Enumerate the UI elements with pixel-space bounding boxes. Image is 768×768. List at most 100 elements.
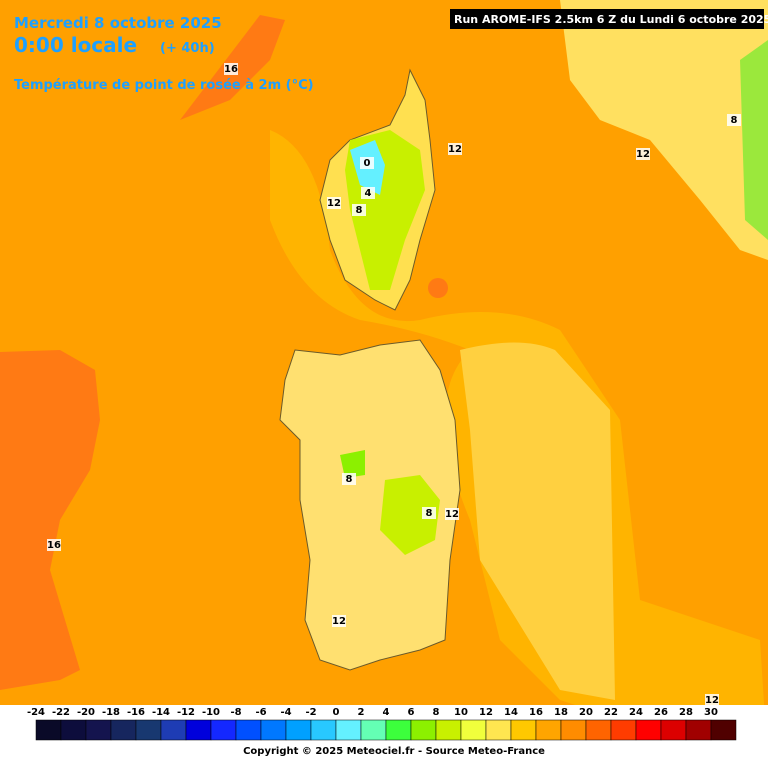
- colorbar-tick-label: 2: [358, 707, 365, 718]
- colorbar-cell: [510, 719, 537, 741]
- warm-zone: [0, 350, 100, 690]
- colorbar-cell: [410, 719, 437, 741]
- contour-label-bg: [332, 615, 346, 627]
- contour-label: 8: [356, 205, 363, 216]
- colorbar-cell: [60, 719, 87, 741]
- colorbar-tick-label: 8: [433, 707, 440, 718]
- colorbar-cell: [35, 719, 62, 741]
- colorbar-tick-label: -8: [230, 707, 241, 718]
- contour-label: 12: [448, 144, 462, 155]
- colorbar-tick-label: -20: [77, 707, 95, 718]
- copyright: Copyright © 2025 Meteociel.fr - Source M…: [243, 746, 545, 757]
- colorbar-cell: [85, 719, 112, 741]
- contour-label: 8: [346, 474, 353, 485]
- colorbar-cell: [460, 719, 487, 741]
- sardinia-green: [340, 450, 365, 478]
- colorbar-tick-label: -24: [27, 707, 45, 718]
- colorbar-cell: [260, 719, 287, 741]
- contour-label: 0: [364, 158, 371, 169]
- colorbar-tick-label: -22: [52, 707, 70, 718]
- colorbar-tick-label: -2: [305, 707, 316, 718]
- contour-label-bg: [636, 148, 650, 160]
- contour-label-bg: [445, 508, 459, 520]
- contour-label-bg: [352, 204, 366, 216]
- date: Mercredi 8 octobre 2025: [14, 14, 222, 32]
- contour-label: 4: [365, 188, 372, 199]
- colorbar-tick-label: 26: [654, 707, 668, 718]
- colorbar-cell: [135, 719, 162, 741]
- colorbar-tick-label: 4: [383, 707, 390, 718]
- contour-label-bg: [705, 694, 719, 706]
- parameter: Température de point de rosée à 2m (°C): [14, 78, 314, 93]
- contour-label: 12: [327, 198, 341, 209]
- contour-labels: 16 12 12 8 0 4 12 8 8 8 12 16 12 12: [47, 63, 741, 706]
- colorbar-cell: [560, 719, 587, 741]
- colorbar-tick-label: -16: [127, 707, 145, 718]
- light-sea: [460, 342, 615, 700]
- contour-label-bg: [360, 157, 374, 169]
- colorbar-tick-label: 12: [479, 707, 493, 718]
- contour-label-bg: [327, 197, 341, 209]
- colorbar-cell: [385, 719, 412, 741]
- colorbar-cell: [285, 719, 312, 741]
- colorbar-tick-label: 28: [679, 707, 693, 718]
- colorbar-cell: [485, 719, 512, 741]
- colorbar-cell: [210, 719, 237, 741]
- contour-label-bg: [422, 507, 436, 519]
- colorbar-cell: [635, 719, 662, 741]
- colorbar-cell: [235, 719, 262, 741]
- colorbar-cell: [660, 719, 687, 741]
- contour-label-bg: [342, 473, 356, 485]
- colorbar-cell: [435, 719, 462, 741]
- colorbar-tick-label: 14: [504, 707, 518, 718]
- colorbar-tick-label: 18: [554, 707, 568, 718]
- contour-label: 12: [445, 509, 459, 520]
- contour-label-bg: [47, 539, 61, 551]
- colorbar-tick-label: -4: [280, 707, 291, 718]
- colorbar-tick-label: 16: [529, 707, 543, 718]
- warm-spot: [428, 278, 448, 298]
- colorbar-cell: [710, 719, 737, 741]
- contour-label: 12: [332, 616, 346, 627]
- colorbar: -24 -22 -20 -18 -16 -14 -12 -10 -8 -6 -4 -2 0 2 4 6 8 10 1…: [27, 707, 737, 741]
- colorbar-cell: [585, 719, 612, 741]
- colorbar-cell: [110, 719, 137, 741]
- sardinia-green: [380, 475, 440, 555]
- contour-label: 12: [705, 695, 719, 706]
- colorbar-cell: [535, 719, 562, 741]
- italy-coast: [560, 0, 768, 260]
- run-banner: [450, 9, 764, 29]
- colorbar-tick-label: -12: [177, 707, 195, 718]
- run-info: Run AROME-IFS 2.5km 6 Z du Lundi 6 octob…: [454, 13, 768, 26]
- contour-label: 8: [731, 115, 738, 126]
- colorbar-cell: [185, 719, 212, 741]
- contour-label: 12: [636, 149, 650, 160]
- contour-label: 8: [426, 508, 433, 519]
- colorbar-tick-label: 0: [333, 707, 340, 718]
- colorbar-tick-label: 24: [629, 707, 643, 718]
- colorbar-cell: [685, 719, 712, 741]
- contour-label: 16: [224, 64, 238, 75]
- colorbar-cell: [335, 719, 362, 741]
- lead-time: (+ 40h): [160, 41, 215, 56]
- colorbar-tick-label: -18: [102, 707, 120, 718]
- colorbar-tick-label: 20: [579, 707, 593, 718]
- colorbar-cell: [160, 719, 187, 741]
- colorbar-tick-label: -14: [152, 707, 170, 718]
- time: 0:00 locale: [14, 33, 137, 57]
- colorbar-tick-label: 22: [604, 707, 618, 718]
- sardinia: [279, 339, 461, 671]
- colorbar-tick-label: -10: [202, 707, 220, 718]
- colorbar-tick-label: 30: [704, 707, 718, 718]
- colorbar-tick-label: -6: [255, 707, 266, 718]
- colorbar-cell: [310, 719, 337, 741]
- colorbar-tick-label: 10: [454, 707, 468, 718]
- contour-label-bg: [361, 187, 375, 199]
- contour-label-bg: [448, 143, 462, 155]
- colorbar-cell: [610, 719, 637, 741]
- colorbar-tick-label: 6: [408, 707, 415, 718]
- contour-label: 16: [47, 540, 61, 551]
- colorbar-cell: [360, 719, 387, 741]
- green-area: [740, 40, 768, 240]
